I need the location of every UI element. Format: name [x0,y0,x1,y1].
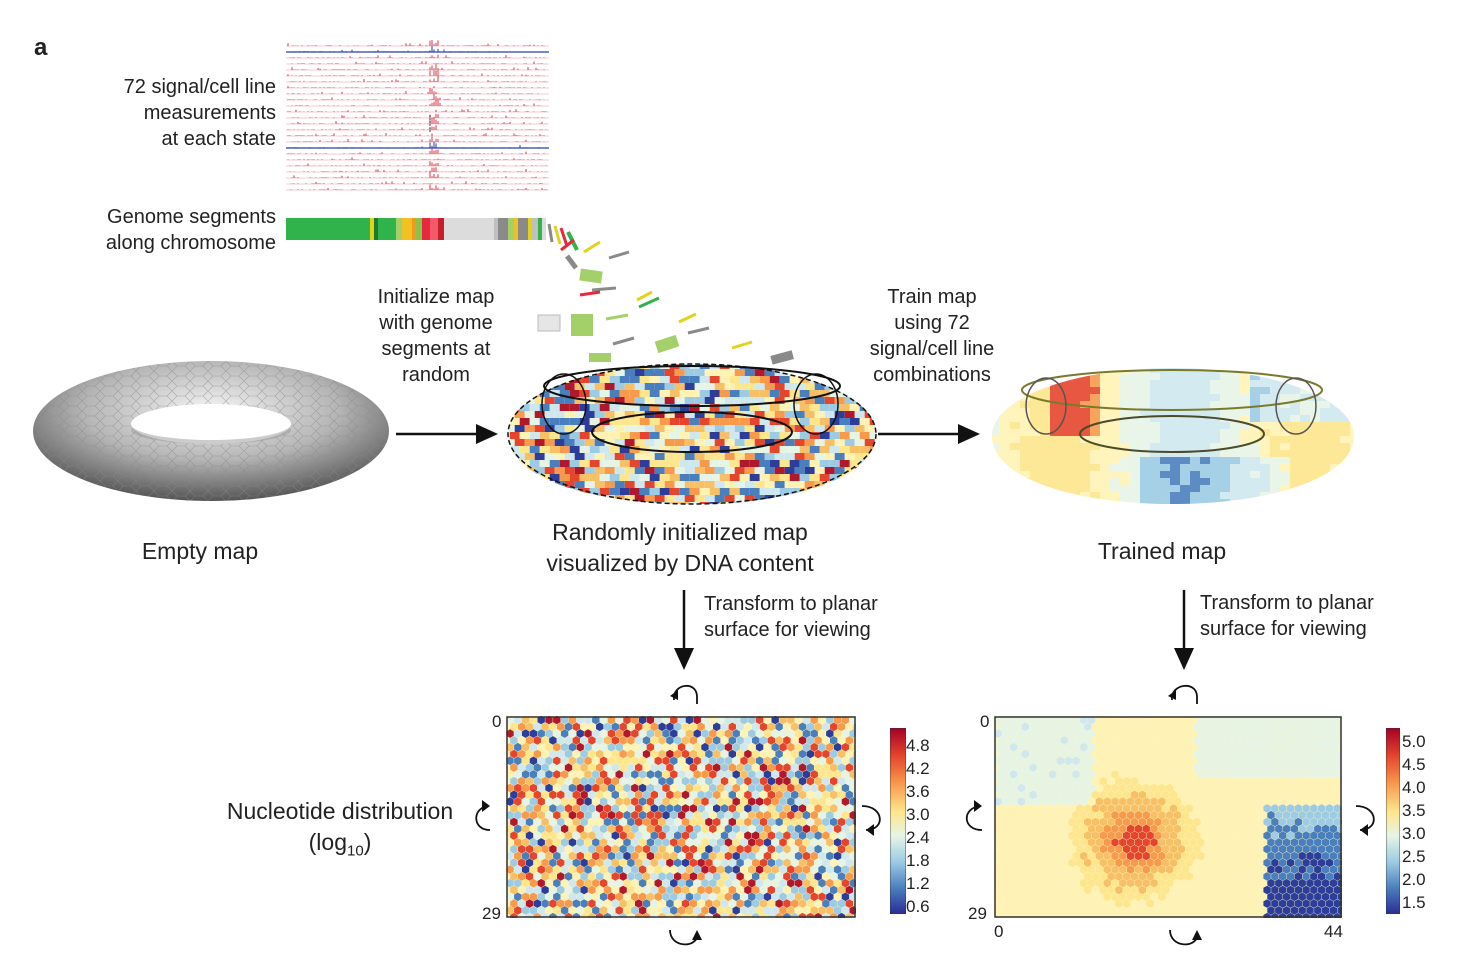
signals-label-line: 72 signal/cell line [123,76,276,98]
right-colorbar [1386,728,1400,914]
signals-label-line: at each state [161,128,276,150]
colorbar-tick: 4.2 [906,759,930,778]
right-map-y-bottom: 29 [968,904,987,923]
transform-label-right: Transform to planar surface for viewing [1200,590,1440,642]
train-map-label-line: combinations [873,364,991,386]
initialize-map-label-line: Initialize map [377,286,495,308]
arrow-transform-right [1174,590,1194,670]
left-map-y-bottom: 29 [482,904,501,923]
colorbar-tick: 4.5 [1402,755,1426,774]
right-planar-map [994,716,1342,918]
empty-torus [33,361,389,501]
train-map-label: Train map using 72 signal/cell line comb… [842,284,1022,388]
nucleotide-distribution-label: Nucleotide distribution (log10) [190,796,490,867]
arrow-initialize [396,424,498,444]
random-map-caption-line: Randomly initialized map [552,519,808,545]
train-map-label-line: using 72 [894,312,970,334]
colorbar-tick: 5.0 [1402,732,1426,751]
colorbar-tick: 2.5 [1402,847,1426,866]
transform-label-line: Transform to planar [704,593,878,615]
colorbar-tick: 2.0 [1402,870,1426,889]
colorbar-tick: 2.4 [906,828,930,847]
random-map-caption: Randomly initialized map visualized by D… [500,517,860,579]
initialize-map-label-line: segments at [381,338,491,360]
signals-label: 72 signal/cell line measurements at each… [60,74,276,152]
colorbar-tick: 3.6 [906,782,930,801]
left-map-y-top: 0 [492,712,502,731]
transform-label-line: surface for viewing [1200,618,1367,640]
left-colorbar [890,728,906,914]
signals-label-line: measurements [143,102,276,124]
random-torus [507,363,877,505]
segments-label-line: Genome segments [107,206,276,228]
transform-label-left: Transform to planar surface for viewing [704,591,944,643]
colorbar-tick: 3.5 [1402,801,1426,820]
colorbar-tick: 0.6 [906,897,930,916]
segments-label: Genome segments along chromosome [60,204,276,256]
panel-letter: a [34,34,48,61]
colorbar-tick: 3.0 [1402,824,1426,843]
arrow-transform-left [674,590,694,670]
log-label: (log10) [308,829,372,860]
right-map-y-top: 0 [980,712,990,731]
train-map-label-line: signal/cell line [869,338,995,360]
colorbar-tick: 4.8 [906,736,930,755]
initialize-map-label: Initialize map with genome segments at r… [346,284,526,388]
colorbar-tick: 1.8 [906,851,930,870]
empty-map-caption: Empty map [141,538,259,564]
trained-torus [992,368,1354,504]
arrow-train [878,424,980,444]
train-map-label-line: Train map [887,286,977,308]
genome-segment-bar [286,218,794,378]
transform-label-line: surface for viewing [704,619,871,641]
right-map-x-end: 44 [1324,922,1343,941]
colorbar-tick: 1.2 [906,874,930,893]
initialize-map-label-line: with genome [379,312,493,334]
colorbar-tick: 3.0 [906,805,930,824]
trained-map-caption: Trained map [1097,538,1227,564]
colorbar-tick: 1.5 [1402,893,1426,912]
transform-label-line: Transform to planar [1200,592,1374,614]
signal-tracks [286,40,549,191]
colorbar-tick: 4.0 [1402,778,1426,797]
initialize-map-label-line: random [402,364,470,386]
segments-label-line: along chromosome [105,232,276,254]
left-planar-map [506,716,856,918]
random-map-caption-line: visualized by DNA content [546,550,814,576]
right-map-x-start: 0 [994,922,1004,941]
nucleotide-label-line: Nucleotide distribution [226,798,454,824]
